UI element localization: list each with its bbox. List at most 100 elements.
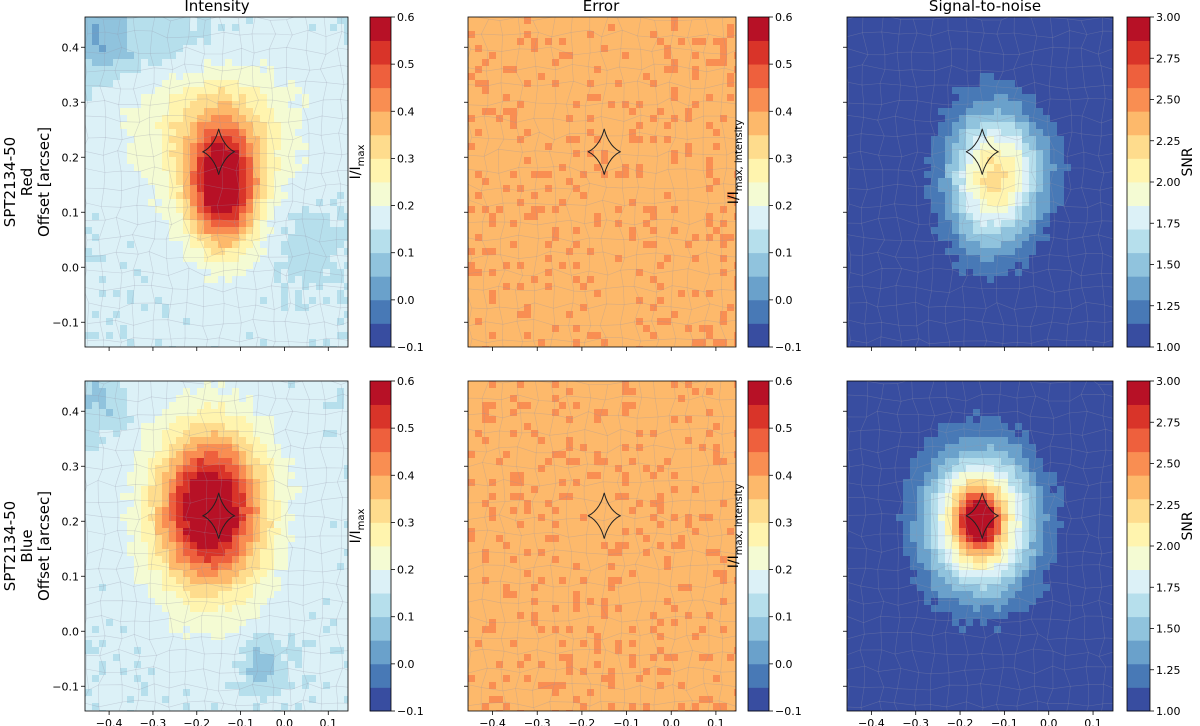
row-label-blue-object: SPT2134-50 (1, 501, 19, 591)
colorbar-tick-label: 0.4 (775, 105, 793, 118)
plot-frame (846, 16, 1114, 348)
colorbar-level (748, 640, 769, 665)
colorbar-level (748, 522, 769, 547)
y-tick-label: 0.1 (62, 206, 80, 219)
colorbar-level (1127, 40, 1150, 65)
colorbar-tick-label: 3.00 (1156, 375, 1181, 388)
colorbar-tick-label: 0.5 (775, 422, 793, 435)
colorbar-level (370, 111, 391, 136)
colorbar-tick-label: 1.00 (1156, 705, 1181, 718)
colorbar-level (748, 299, 769, 324)
colorbar-tick-label: 2.75 (1156, 416, 1181, 429)
colorbar-level (748, 428, 769, 453)
colorbar-level (370, 616, 391, 641)
colorbar-level (748, 451, 769, 476)
panel-blue-snr: −0.4 −0.3 −0.2 −0.1 0.0 0.1 1.00 1.25 1.50 1.75 2.… (843, 375, 1196, 726)
mesh-lines (85, 381, 348, 711)
row-label-blue-axis: Offset [arcsec] (35, 491, 53, 601)
colorbar-tick-label: 2.25 (1156, 499, 1181, 512)
heatmap-cells (468, 17, 736, 347)
colorbar-level (370, 276, 391, 301)
colorbar-tick-label: 0.5 (397, 58, 415, 71)
colorbar-level (748, 381, 769, 405)
colorbar-level (370, 569, 391, 594)
colorbar-level (1127, 616, 1150, 641)
colorbar-level (748, 17, 769, 41)
colorbar-tick-label: 0.6 (775, 11, 793, 24)
x-tick-label: 0.1 (707, 717, 725, 726)
colorbar-tick-label: 1.50 (1156, 623, 1181, 636)
plot-frame (467, 380, 737, 712)
title-snr: Signal-to-noise (929, 0, 1041, 15)
colorbar-level (748, 111, 769, 136)
colorbar-label: SNR (1180, 147, 1196, 176)
x-tick-label: 0.1 (320, 717, 338, 726)
colorbar-tick-label: 0.4 (397, 469, 415, 482)
colorbar-level (748, 475, 769, 500)
colorbar-level (370, 205, 391, 230)
colorbar-level (370, 404, 391, 429)
colorbar-tick-label: 0.1 (397, 247, 415, 260)
colorbar-level (748, 64, 769, 89)
colorbar-tick-label: −0.1 (775, 341, 802, 354)
mesh-lines (85, 17, 348, 347)
colorbar-tick-label: 0.4 (397, 105, 415, 118)
colorbar-tick-label: 0.0 (397, 294, 415, 307)
colorbar-tick-label: 0.0 (775, 294, 793, 307)
row-label-red-axis: Offset [arcsec] (35, 127, 53, 237)
colorbar-level (370, 593, 391, 618)
colorbar-frame (369, 16, 392, 348)
row-labels: SPT2134-50 Red Offset [arcsec] SPT2134-5… (1, 127, 53, 601)
heatmap-cells (847, 17, 1113, 347)
x-tick-label: −0.2 (947, 717, 974, 726)
colorbar-level (748, 404, 769, 429)
colorbar-level (1127, 64, 1150, 89)
colorbar-label: SNR (1180, 511, 1196, 540)
x-tick-label: 0.1 (1084, 717, 1102, 726)
colorbar-level (370, 663, 391, 688)
colorbar-level (1127, 475, 1150, 500)
plot-frame (846, 380, 1114, 712)
colorbar-level (1127, 687, 1150, 712)
colorbar-level (748, 323, 769, 348)
colorbar-tick-label: 0.1 (397, 611, 415, 624)
plot-frame (84, 380, 349, 712)
colorbar-level (748, 687, 769, 712)
panel-blue-error: −0.4 −0.3 −0.2 −0.1 0.0 0.1 −0.1 0.0 0.1 0.2 0.3 0.… (464, 375, 802, 726)
heatmap-cells (468, 381, 736, 711)
caustic-curve (587, 492, 621, 540)
colorbar-level (1127, 381, 1150, 405)
colorbar-level (748, 134, 769, 159)
colorbar-level (370, 546, 391, 570)
colorbar-tick-label: 0.5 (397, 422, 415, 435)
caustic-curve (965, 128, 1000, 176)
plot-frame (84, 16, 349, 348)
x-tick-label: −0.2 (569, 717, 596, 726)
colorbar-level (1127, 182, 1150, 206)
colorbar-level (370, 428, 391, 453)
title-intensity: Intensity (184, 0, 249, 15)
colorbar-level (748, 498, 769, 523)
y-tick-label: 0.3 (62, 460, 80, 473)
y-tick-label: 0.2 (62, 151, 80, 164)
y-tick-label: 0.0 (62, 261, 80, 274)
colorbar-level (1127, 299, 1150, 324)
colorbar-level (370, 64, 391, 89)
colorbar-tick-label: 0.3 (397, 516, 415, 529)
colorbar-level (370, 640, 391, 665)
colorbar-level (1127, 87, 1150, 112)
colorbar-level (1127, 640, 1150, 665)
colorbar-tick-label: 0.6 (397, 375, 415, 388)
caustic-curve (201, 492, 236, 540)
y-tick-label: −0.1 (52, 680, 79, 693)
colorbar-intensity: −0.1 0.0 0.1 0.2 0.3 0.4 0.5 0.6 I/Imax (348, 375, 424, 718)
panel-blue-intensity: −0.4 −0.3 −0.2 −0.1 0.0 0.1 −0.1 0.0 0.1 0.2 0.3 0.… (52, 375, 423, 726)
colorbar-tick-label: 1.75 (1156, 581, 1181, 594)
colorbar-level (1127, 663, 1150, 688)
panel-red-error: −0.1 0.0 0.1 0.2 0.3 0.4 0.5 0.6 I/Imax, intensi… (464, 11, 802, 354)
colorbar-level (370, 687, 391, 712)
y-tick-label: 0.2 (62, 515, 80, 528)
colorbar-tick-label: 0.3 (775, 516, 793, 529)
colorbar-intensity: −0.1 0.0 0.1 0.2 0.3 0.4 0.5 0.6 I/Imax (348, 11, 424, 354)
